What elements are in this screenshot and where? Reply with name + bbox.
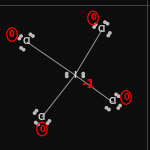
Text: Cl: Cl [23, 38, 31, 46]
Circle shape [33, 112, 36, 114]
Circle shape [94, 23, 97, 26]
Circle shape [107, 34, 110, 37]
Circle shape [106, 22, 109, 25]
Circle shape [37, 123, 39, 126]
Circle shape [119, 104, 121, 107]
Circle shape [66, 72, 68, 75]
Text: I: I [74, 70, 76, 80]
Circle shape [117, 95, 120, 97]
Circle shape [82, 75, 84, 78]
Circle shape [20, 47, 22, 49]
Text: Cl: Cl [108, 98, 117, 106]
Circle shape [82, 72, 84, 75]
Circle shape [35, 110, 38, 112]
Text: Cl: Cl [98, 26, 106, 34]
Circle shape [48, 120, 51, 122]
Circle shape [18, 37, 21, 40]
Circle shape [46, 122, 49, 124]
Text: Cl: Cl [38, 112, 46, 122]
Circle shape [108, 108, 110, 111]
Text: 0: 0 [39, 124, 45, 134]
Circle shape [117, 107, 120, 109]
Circle shape [22, 48, 25, 51]
Text: -1: -1 [82, 78, 95, 90]
Text: 0: 0 [123, 93, 129, 102]
Circle shape [20, 35, 22, 37]
Circle shape [32, 35, 34, 37]
Circle shape [109, 32, 111, 34]
Circle shape [115, 93, 117, 96]
Circle shape [93, 26, 95, 28]
Circle shape [104, 21, 106, 23]
Circle shape [105, 107, 108, 109]
Circle shape [34, 121, 37, 124]
Circle shape [29, 33, 32, 36]
Text: 0: 0 [9, 30, 15, 39]
Circle shape [66, 75, 68, 78]
Text: 0: 0 [90, 14, 96, 22]
